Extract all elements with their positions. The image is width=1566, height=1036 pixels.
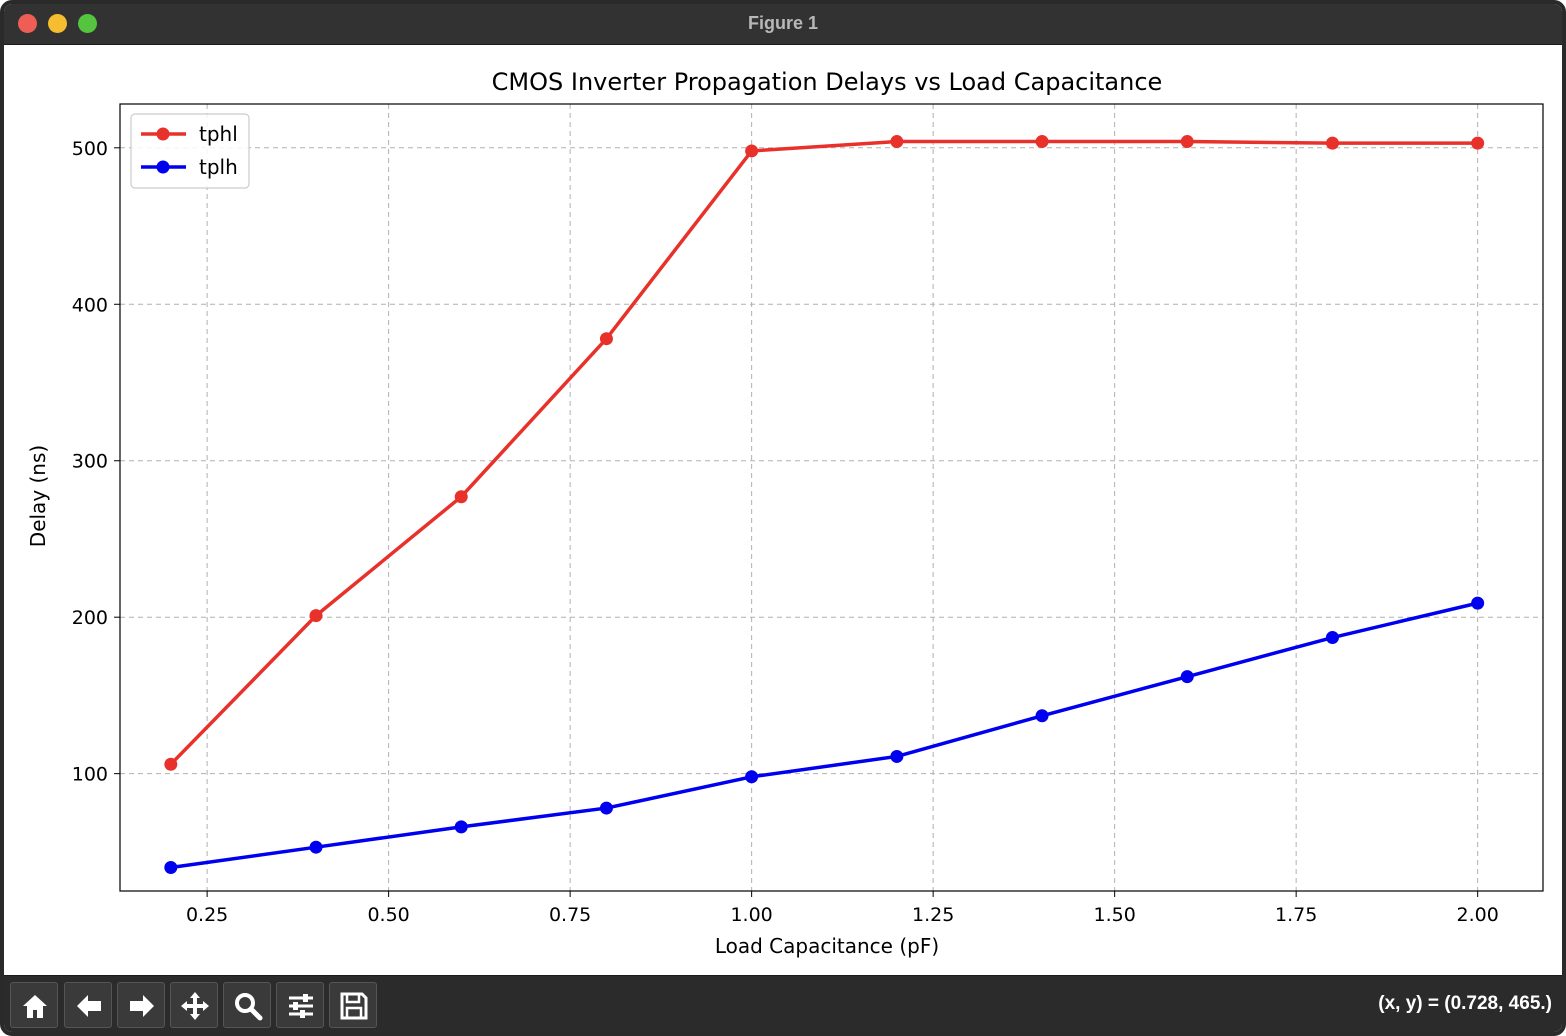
data-point	[1180, 670, 1194, 684]
data-point	[454, 490, 468, 504]
configure-subplots-button[interactable]	[276, 982, 324, 1028]
data-point	[1325, 631, 1339, 645]
data-point	[599, 332, 613, 346]
window-title: Figure 1	[747, 13, 818, 33]
data-point	[1180, 135, 1194, 149]
data-point	[890, 749, 904, 763]
data-point	[454, 820, 468, 834]
x-tick-label: 1.00	[730, 904, 772, 926]
x-tick-label: 1.50	[1093, 904, 1135, 926]
data-point	[745, 770, 759, 784]
series-line	[169, 139, 1478, 766]
data-point	[309, 840, 323, 854]
title-bar: Figure 1	[4, 4, 1562, 45]
data-point	[1471, 596, 1485, 610]
data-series	[164, 135, 1485, 875]
forward-button[interactable]	[117, 982, 165, 1028]
sliders-icon	[289, 994, 313, 1018]
y-tick-label: 400	[72, 294, 108, 316]
legend-marker	[156, 127, 170, 141]
save-button[interactable]	[329, 982, 377, 1028]
x-tick-label: 0.50	[367, 904, 409, 926]
floppy-icon	[340, 992, 368, 1020]
x-axis-label: Load Capacitance (pF)	[715, 934, 939, 958]
minimize-window-button[interactable]	[48, 14, 67, 33]
x-tick-label: 0.25	[186, 904, 228, 926]
legend-label: tplh	[199, 155, 238, 179]
zoom-button[interactable]	[223, 982, 271, 1028]
y-tick-label: 500	[72, 138, 108, 160]
plot-canvas[interactable]: CMOS Inverter Propagation Delays vs Load…	[4, 45, 1562, 978]
y-tick-label: 200	[72, 607, 108, 629]
x-tick-label: 1.75	[1275, 904, 1317, 926]
plot-frame	[119, 103, 1544, 892]
back-button[interactable]	[64, 982, 112, 1028]
data-point	[164, 757, 178, 771]
series-tphl	[164, 135, 1485, 771]
data-point	[309, 609, 323, 623]
y-axis-label: Delay (ns)	[26, 445, 50, 547]
home-button[interactable]	[10, 982, 58, 1028]
data-point	[1471, 136, 1485, 150]
data-point	[745, 144, 759, 158]
pan-button[interactable]	[170, 982, 218, 1028]
legend-label: tphl	[199, 122, 238, 146]
close-window-button[interactable]	[18, 14, 37, 33]
series-line	[170, 601, 1479, 870]
y-tick-label: 100	[72, 764, 108, 786]
arrow-right-icon	[130, 995, 154, 1017]
data-point	[164, 861, 178, 875]
x-tick-label: 1.25	[912, 904, 954, 926]
line-chart: CMOS Inverter Propagation Delays vs Load…	[26, 68, 1544, 958]
legend: tphl tplh	[130, 113, 250, 189]
x-tick-label: 2.00	[1457, 904, 1499, 926]
move-icon	[181, 992, 209, 1020]
legend-marker	[156, 160, 170, 174]
x-tick-label: 0.75	[549, 904, 591, 926]
data-point	[1035, 135, 1049, 149]
axis-ticks: 0.25 0.50 0.75 1.00 1.25 1.50 1.75 2.00 100 200 30…	[72, 138, 1499, 926]
arrow-left-icon	[77, 995, 101, 1017]
magnifier-icon	[235, 993, 263, 1021]
home-icon	[23, 995, 47, 1018]
maximize-window-button[interactable]	[78, 14, 97, 33]
data-point	[890, 135, 904, 149]
data-point	[599, 801, 613, 815]
data-point	[1325, 136, 1339, 150]
grid-lines	[120, 104, 1543, 891]
y-tick-label: 300	[72, 451, 108, 473]
chart-title: CMOS Inverter Propagation Delays vs Load…	[492, 68, 1163, 96]
series-tplh	[164, 596, 1485, 875]
navigation-toolbar: (x, y) = (0.728, 465.)	[4, 975, 1562, 1032]
cursor-coordinates: (x, y) = (0.728, 465.)	[1378, 993, 1552, 1014]
data-point	[1035, 709, 1049, 723]
